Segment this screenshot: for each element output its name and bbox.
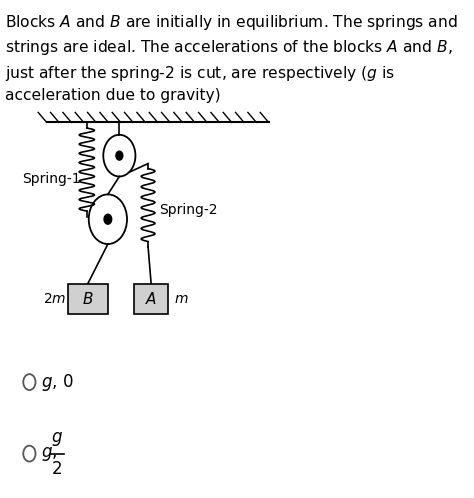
Bar xyxy=(68,284,108,314)
Text: $g$: $g$ xyxy=(51,430,64,448)
Text: $2m$: $2m$ xyxy=(43,292,66,306)
Text: $g$,: $g$, xyxy=(41,445,59,463)
Text: 2: 2 xyxy=(52,460,63,478)
Text: $g$, 0: $g$, 0 xyxy=(41,372,73,392)
Text: $A$: $A$ xyxy=(145,291,157,307)
Text: Spring-2: Spring-2 xyxy=(160,203,218,217)
Circle shape xyxy=(104,214,112,224)
Text: Spring-1: Spring-1 xyxy=(22,172,81,186)
Text: $m$: $m$ xyxy=(174,292,189,306)
Bar xyxy=(134,284,168,314)
Text: Blocks $A$ and $B$ are initially in equilibrium. The springs and
strings are ide: Blocks $A$ and $B$ are initially in equi… xyxy=(5,13,458,103)
Circle shape xyxy=(116,151,123,160)
Text: $B$: $B$ xyxy=(82,291,94,307)
